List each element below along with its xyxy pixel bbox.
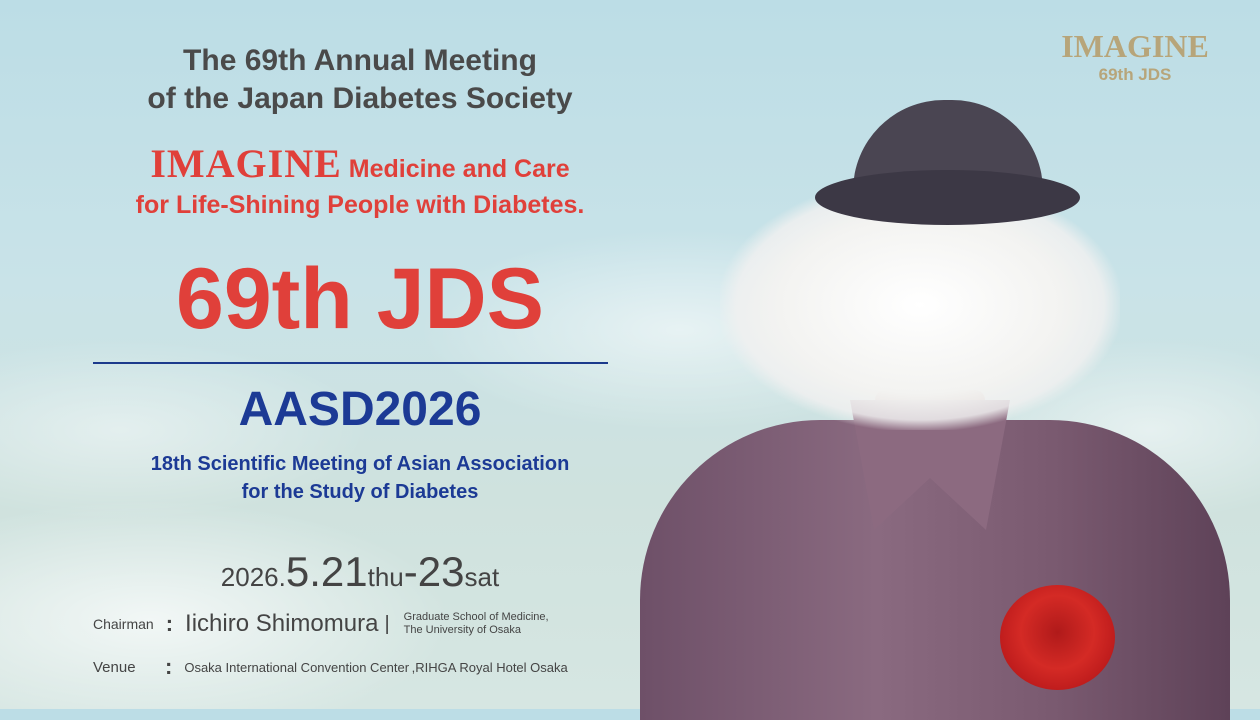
venue-value: Osaka International Convention Center ,R… (184, 659, 568, 675)
rose-icon (1000, 585, 1115, 690)
chairman-row: Chairman : Iichiro Shimomura | Graduate … (93, 610, 549, 638)
chairman-colon: : (165, 611, 174, 636)
event-date: 2026.5.21thu-23sat (80, 548, 640, 596)
title-line-1: The 69th Annual Meeting (183, 44, 537, 77)
aasd-title: AASD2026 (238, 383, 482, 436)
chairman-affiliation: Graduate School of Medicine, The Universi… (404, 611, 549, 637)
bowler-hat-brim (815, 170, 1080, 225)
slogan-line-1: Medicine and Care (341, 155, 570, 183)
main-title: 69th JDS (175, 251, 545, 347)
slogan: IMAGINE Medicine and Care for Life-Shini… (80, 140, 640, 220)
aasd-sub-line-2: for the Study of Diabetes (241, 481, 479, 503)
date-start-day: thu (367, 562, 404, 592)
venue-row: Venue : Osaka International Convention C… (93, 654, 568, 680)
aff-line-1: Graduate School of Medicine, (403, 611, 549, 623)
chairman-label: Chairman (93, 616, 154, 632)
date-year: 2026. (220, 562, 286, 592)
date-end: 23 (417, 548, 465, 595)
separator: | (384, 612, 390, 635)
meeting-title: The 69th Annual Meeting of the Japan Dia… (80, 42, 640, 118)
date-start: 5.21 (285, 548, 368, 595)
venue-colon: : (165, 654, 173, 679)
aasd-subtitle: 18th Scientific Meeting of Asian Associa… (80, 450, 640, 506)
logo-wordmark: IMAGINE (1061, 28, 1209, 64)
logo-subtitle: 69th JDS (1098, 65, 1172, 84)
date-end-day: sat (464, 562, 500, 592)
slogan-line-2: for Life-Shining People with Diabetes. (135, 191, 585, 219)
imagine-logo: IMAGINE 69th JDS (1030, 28, 1240, 85)
title-line-2: of the Japan Diabetes Society (147, 82, 573, 115)
aasd-sub-line-1: 18th Scientific Meeting of Asian Associa… (150, 453, 570, 475)
imagine-wordmark: IMAGINE (150, 141, 342, 186)
chairman-name: Iichiro Shimomura (185, 610, 379, 637)
divider (93, 362, 608, 364)
date-dash: - (403, 548, 418, 595)
venue-label: Venue (93, 658, 136, 676)
aff-line-2: The University of Osaka (403, 624, 522, 636)
